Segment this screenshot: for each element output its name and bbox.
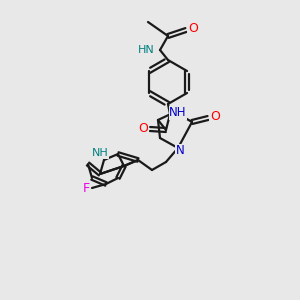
Text: O: O: [210, 110, 220, 124]
Text: N: N: [176, 145, 184, 158]
Text: HN: HN: [138, 45, 155, 55]
Text: O: O: [188, 22, 198, 35]
Text: NH: NH: [92, 148, 108, 158]
Text: O: O: [138, 122, 148, 134]
Text: F: F: [82, 182, 90, 194]
Text: NH: NH: [169, 106, 187, 119]
